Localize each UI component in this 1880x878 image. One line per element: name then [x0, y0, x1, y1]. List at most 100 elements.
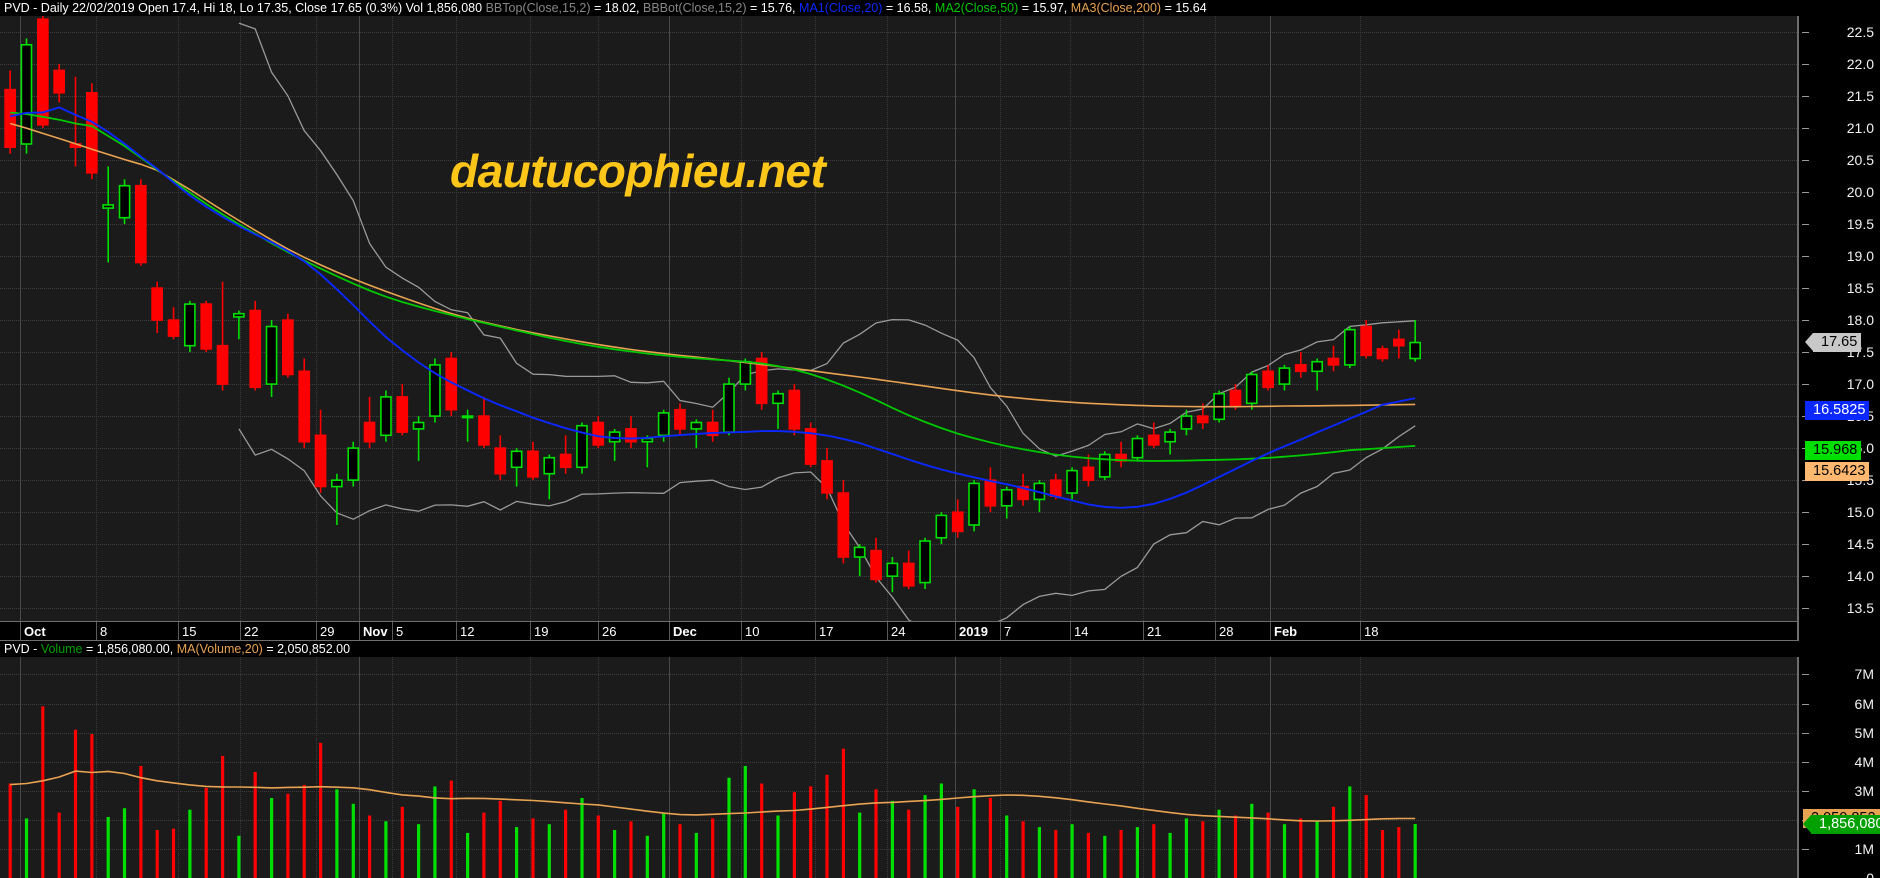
candlestick[interactable] — [216, 281, 229, 391]
candlestick[interactable] — [1000, 486, 1013, 519]
volume-bar[interactable] — [1054, 830, 1058, 878]
candlestick[interactable] — [706, 409, 719, 442]
candlestick[interactable] — [1360, 320, 1372, 359]
volume-bar[interactable] — [1348, 786, 1352, 878]
candlestick[interactable] — [1262, 364, 1274, 391]
volume-bar[interactable] — [956, 806, 960, 878]
volume-bar[interactable] — [1413, 824, 1417, 878]
volume-bar[interactable] — [792, 792, 796, 878]
candlestick[interactable] — [1147, 422, 1160, 449]
candlestick[interactable] — [53, 64, 65, 103]
volume-bar[interactable] — [727, 777, 731, 878]
volume-bar[interactable] — [1168, 832, 1172, 878]
candlestick[interactable] — [102, 166, 114, 263]
candlestick[interactable] — [1164, 428, 1176, 455]
volume-bar[interactable] — [1086, 832, 1090, 878]
candlestick[interactable] — [363, 396, 376, 449]
candlestick[interactable] — [1196, 403, 1209, 429]
date-axis[interactable]: Oct 8 15 22 29 Nov 5 12 19 26 Dec 10 17 24 2019 7 14 21 28… — [0, 621, 1797, 641]
volume-bar[interactable] — [90, 734, 94, 878]
candlestick[interactable] — [184, 300, 196, 353]
volume-bar[interactable] — [204, 787, 208, 878]
volume-bar[interactable] — [923, 795, 927, 878]
volume-bar[interactable] — [433, 786, 437, 878]
candlestick[interactable] — [429, 358, 441, 423]
candlestick[interactable] — [559, 435, 572, 474]
volume-bar[interactable] — [351, 803, 355, 878]
candlestick[interactable] — [281, 313, 294, 378]
volume-bar[interactable] — [335, 789, 339, 878]
candlestick[interactable] — [788, 384, 801, 436]
candlestick[interactable] — [86, 83, 98, 180]
volume-axis[interactable]: 7M6M5M4M3M2M1M02,050,8521,856,080 — [1797, 657, 1880, 878]
volume-bar[interactable] — [1282, 824, 1287, 878]
candlestick[interactable] — [1294, 352, 1307, 378]
volume-bar[interactable] — [613, 830, 617, 878]
volume-bar[interactable] — [1315, 821, 1319, 878]
candlestick[interactable] — [265, 320, 278, 397]
candlestick[interactable] — [1033, 480, 1046, 513]
volume-bar[interactable] — [596, 815, 600, 878]
candlestick[interactable] — [1344, 326, 1356, 369]
volume-bar[interactable] — [629, 821, 633, 878]
volume-bar[interactable] — [270, 798, 274, 878]
candlestick[interactable] — [543, 454, 556, 500]
candlestick[interactable] — [4, 70, 17, 154]
candlestick[interactable] — [902, 550, 915, 589]
candlestick[interactable] — [1098, 451, 1111, 481]
candlestick[interactable] — [330, 473, 343, 525]
volume-bar[interactable] — [139, 766, 143, 878]
volume-bar[interactable] — [678, 824, 682, 878]
volume-bar[interactable] — [1233, 815, 1238, 878]
candlestick[interactable] — [919, 537, 931, 589]
volume-bar[interactable] — [1299, 818, 1303, 878]
candlestick[interactable] — [380, 390, 392, 442]
candlestick[interactable] — [853, 544, 866, 577]
candlestick[interactable] — [804, 422, 817, 468]
volume-bar[interactable] — [515, 827, 519, 878]
candlestick[interactable] — [984, 467, 997, 513]
candlestick[interactable] — [167, 307, 180, 340]
candlestick[interactable] — [625, 416, 637, 449]
candlestick[interactable] — [968, 480, 980, 532]
volume-bar[interactable] — [1135, 827, 1139, 878]
volume-bar[interactable] — [890, 800, 894, 878]
volume-bar[interactable] — [1005, 815, 1009, 878]
price-pane[interactable]: dautucophieu.net — [0, 16, 1797, 621]
candlestick[interactable] — [837, 480, 850, 564]
volume-bar[interactable] — [580, 798, 584, 878]
candlestick[interactable] — [608, 428, 621, 461]
candlestick[interactable] — [1278, 364, 1291, 391]
candlestick[interactable] — [200, 300, 213, 353]
candlestick[interactable] — [1393, 329, 1405, 359]
volume-bar[interactable] — [1201, 821, 1205, 878]
volume-bar[interactable] — [988, 798, 992, 878]
candlestick[interactable] — [1017, 473, 1029, 506]
candlestick[interactable] — [36, 16, 49, 129]
volume-bar[interactable] — [1037, 827, 1041, 878]
volume-bar[interactable] — [547, 824, 551, 878]
candlestick[interactable] — [118, 179, 131, 225]
candlestick[interactable] — [935, 512, 948, 545]
volume-bar[interactable] — [302, 784, 306, 878]
candlestick[interactable] — [1082, 454, 1095, 487]
candlestick[interactable] — [1409, 320, 1421, 362]
candlestick[interactable] — [69, 76, 82, 167]
candlestick[interactable] — [951, 499, 964, 538]
volume-bar[interactable] — [858, 812, 862, 878]
volume-bar[interactable] — [57, 812, 61, 878]
volume-bar[interactable] — [1103, 835, 1107, 878]
candlestick[interactable] — [674, 403, 686, 436]
volume-bar[interactable] — [400, 806, 404, 878]
volume-bar[interactable] — [743, 766, 747, 878]
candlestick[interactable] — [510, 448, 523, 487]
candlestick[interactable] — [347, 441, 360, 487]
volume-bar[interactable] — [694, 832, 698, 878]
price-axis[interactable]: 22.5 22.0 21.5 21.0 20.5 20.0 19.5 19.0 18.5 18.0… — [1797, 16, 1880, 621]
volume-bar[interactable] — [1184, 818, 1188, 878]
volume-bar[interactable] — [874, 789, 878, 878]
volume-bar[interactable] — [711, 818, 715, 878]
volume-bar[interactable] — [1217, 809, 1221, 878]
volume-bar[interactable] — [1152, 824, 1156, 878]
volume-bar[interactable] — [171, 828, 176, 878]
